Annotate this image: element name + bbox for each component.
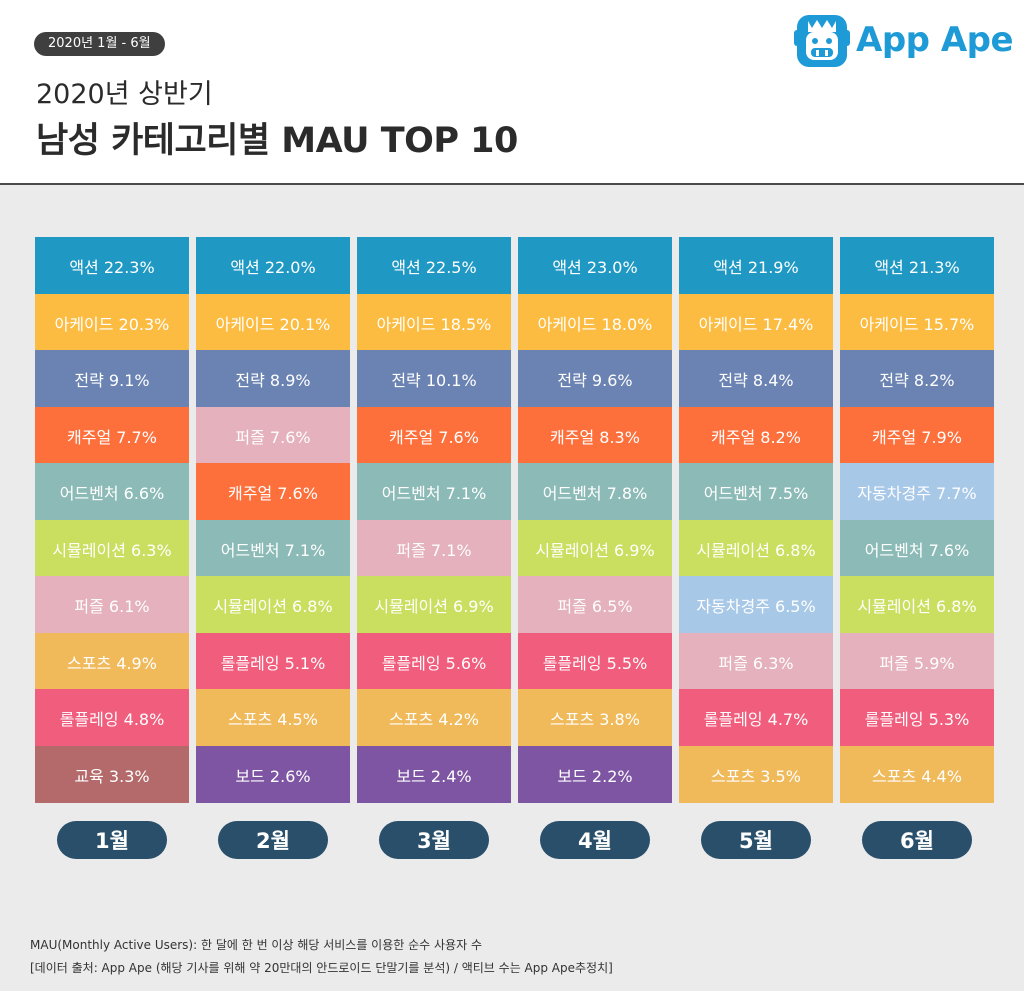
category-cell: 액션 22.3%	[35, 237, 189, 294]
category-cell: 전략 8.2%	[840, 350, 994, 407]
category-cell: 액션 22.5%	[357, 237, 511, 294]
category-cell: 어드벤처 7.6%	[840, 520, 994, 577]
category-cell: 보드 2.2%	[518, 746, 672, 803]
category-cell: 액션 21.3%	[840, 237, 994, 294]
category-cell: 전략 10.1%	[357, 350, 511, 407]
category-cell: 전략 9.6%	[518, 350, 672, 407]
category-cell: 아케이드 20.3%	[35, 294, 189, 351]
category-cell: 퍼즐 5.9%	[840, 633, 994, 690]
category-cell: 아케이드 18.0%	[518, 294, 672, 351]
page-title: 남성 카테고리별 MAU TOP 10	[36, 121, 518, 161]
category-cell: 퍼즐 6.1%	[35, 576, 189, 633]
category-cell: 스포츠 4.5%	[196, 689, 350, 746]
category-cell: 롤플레잉 4.7%	[679, 689, 833, 746]
data-source-note: [데이터 출처: App Ape (해당 기사를 위해 약 20만대의 안드로이…	[30, 961, 613, 975]
category-cell: 롤플레잉 5.6%	[357, 633, 511, 690]
month-label: 6월	[862, 821, 972, 859]
category-cell: 시뮬레이션 6.8%	[196, 576, 350, 633]
category-cell: 어드벤처 7.1%	[196, 520, 350, 577]
category-cell: 캐주얼 7.9%	[840, 407, 994, 464]
category-cell: 아케이드 20.1%	[196, 294, 350, 351]
category-cell: 퍼즐 6.3%	[679, 633, 833, 690]
category-cell: 전략 9.1%	[35, 350, 189, 407]
category-cell: 보드 2.4%	[357, 746, 511, 803]
category-cell: 퍼즐 6.5%	[518, 576, 672, 633]
category-cell: 어드벤처 7.8%	[518, 463, 672, 520]
category-cell: 롤플레잉 5.5%	[518, 633, 672, 690]
category-cell: 롤플레잉 4.8%	[35, 689, 189, 746]
category-cell: 아케이드 15.7%	[840, 294, 994, 351]
category-cell: 보드 2.6%	[196, 746, 350, 803]
category-cell: 스포츠 4.4%	[840, 746, 994, 803]
category-cell: 롤플레잉 5.1%	[196, 633, 350, 690]
category-cell: 시뮬레이션 6.8%	[840, 576, 994, 633]
category-cell: 시뮬레이션 6.3%	[35, 520, 189, 577]
category-cell: 어드벤처 7.1%	[357, 463, 511, 520]
category-cell: 시뮬레이션 6.8%	[679, 520, 833, 577]
category-cell: 액션 22.0%	[196, 237, 350, 294]
category-cell: 자동차경주 7.7%	[840, 463, 994, 520]
month-label: 3월	[379, 821, 489, 859]
mau-definition-note: MAU(Monthly Active Users): 한 달에 한 번 이상 해…	[30, 938, 482, 952]
category-cell: 캐주얼 7.7%	[35, 407, 189, 464]
category-cell: 액션 23.0%	[518, 237, 672, 294]
category-cell: 스포츠 3.8%	[518, 689, 672, 746]
category-cell: 전략 8.4%	[679, 350, 833, 407]
page-subtitle: 2020년 상반기	[36, 79, 213, 110]
category-cell: 액션 21.9%	[679, 237, 833, 294]
month-label: 2월	[218, 821, 328, 859]
category-cell: 스포츠 4.9%	[35, 633, 189, 690]
month-label: 5월	[701, 821, 811, 859]
category-cell: 어드벤처 6.6%	[35, 463, 189, 520]
brand-name: App Ape	[856, 20, 1014, 60]
category-cell: 캐주얼 7.6%	[357, 407, 511, 464]
category-cell: 자동차경주 6.5%	[679, 576, 833, 633]
category-cell: 아케이드 18.5%	[357, 294, 511, 351]
category-cell: 어드벤처 7.5%	[679, 463, 833, 520]
category-cell: 전략 8.9%	[196, 350, 350, 407]
category-cell: 시뮬레이션 6.9%	[357, 576, 511, 633]
category-cell: 아케이드 17.4%	[679, 294, 833, 351]
period-badge: 2020년 1월 - 6월	[34, 32, 165, 56]
app-ape-logo-icon	[794, 15, 850, 67]
category-cell: 캐주얼 7.6%	[196, 463, 350, 520]
month-label: 4월	[540, 821, 650, 859]
category-cell: 스포츠 3.5%	[679, 746, 833, 803]
category-cell: 시뮬레이션 6.9%	[518, 520, 672, 577]
month-label: 1월	[57, 821, 167, 859]
category-cell: 교육 3.3%	[35, 746, 189, 803]
category-cell: 퍼즐 7.1%	[357, 520, 511, 577]
category-cell: 캐주얼 8.3%	[518, 407, 672, 464]
category-cell: 캐주얼 8.2%	[679, 407, 833, 464]
category-cell: 퍼즐 7.6%	[196, 407, 350, 464]
category-cell: 롤플레잉 5.3%	[840, 689, 994, 746]
header-panel: 2020년 1월 - 6월 2020년 상반기 남성 카테고리별 MAU TOP…	[0, 0, 1024, 185]
category-cell: 스포츠 4.2%	[357, 689, 511, 746]
